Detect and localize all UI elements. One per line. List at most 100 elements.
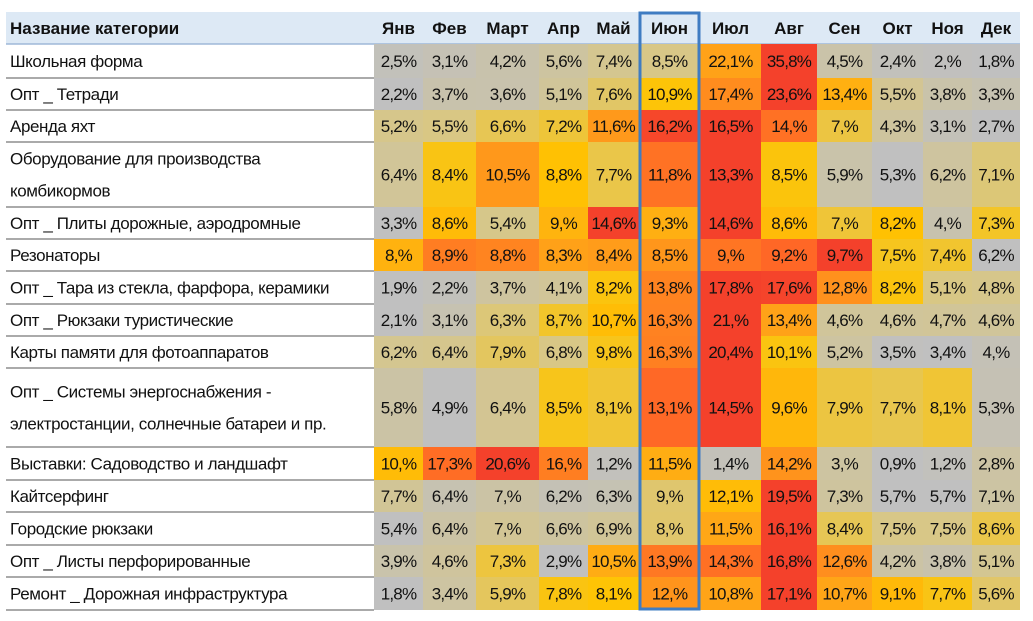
heatmap-cell bbox=[972, 480, 1020, 512]
cell-value: 2,2% bbox=[432, 279, 468, 298]
cell-value: 2,9% bbox=[546, 552, 582, 571]
heatmap-cell bbox=[539, 577, 588, 610]
cell-value: 9,% bbox=[656, 487, 684, 506]
cell-value: 11,8% bbox=[648, 166, 692, 185]
column-header-month: Сен bbox=[829, 19, 861, 38]
heatmap-cell bbox=[374, 110, 423, 142]
heatmap-cell bbox=[923, 44, 972, 78]
heatmap-cell bbox=[923, 447, 972, 480]
cell-value: 11,6% bbox=[592, 117, 636, 136]
heatmap-cell bbox=[872, 304, 923, 336]
heatmap-cell bbox=[923, 545, 972, 577]
cell-value: 10,5% bbox=[485, 166, 530, 185]
cell-value: 7,4% bbox=[930, 246, 966, 265]
row-category-name: Резонаторы bbox=[10, 246, 100, 265]
heatmap-cell bbox=[761, 512, 817, 545]
heatmap-cell bbox=[423, 142, 476, 207]
heatmap-cell bbox=[761, 142, 817, 207]
row-category-name: электростанции, солнечные батареи и пр. bbox=[10, 415, 326, 434]
heatmap-cell bbox=[700, 239, 761, 271]
cell-value: 8,% bbox=[656, 520, 684, 539]
cell-value: 3,3% bbox=[381, 214, 417, 233]
heatmap-cell bbox=[761, 577, 817, 610]
heatmap-cell bbox=[700, 271, 761, 304]
cell-value: 14,2% bbox=[767, 455, 812, 474]
heatmap-cell bbox=[700, 545, 761, 577]
cell-value: 7,6% bbox=[596, 85, 632, 104]
cell-value: 12,% bbox=[652, 585, 688, 604]
cell-value: 1,8% bbox=[381, 585, 417, 604]
heatmap-cell bbox=[972, 78, 1020, 110]
heatmap-cell bbox=[872, 512, 923, 545]
cell-value: 35,8% bbox=[767, 52, 812, 71]
heatmap-cell bbox=[872, 110, 923, 142]
heatmap-cell bbox=[700, 480, 761, 512]
heatmap-cell bbox=[374, 271, 423, 304]
heatmap-cell bbox=[423, 207, 476, 239]
cell-value: 13,1% bbox=[647, 399, 692, 418]
heatmap-cell bbox=[872, 271, 923, 304]
row-category-name: Городские рюкзаки bbox=[10, 520, 153, 539]
cell-value: 17,4% bbox=[708, 85, 753, 104]
heatmap-cell bbox=[476, 304, 539, 336]
heatmap-cell bbox=[639, 271, 700, 304]
cell-value: 7,3% bbox=[978, 214, 1014, 233]
cell-value: 14,% bbox=[771, 117, 807, 136]
heatmap-cell bbox=[817, 271, 872, 304]
cell-value: 20,6% bbox=[485, 455, 530, 474]
column-header-category: Название категории bbox=[10, 19, 179, 38]
heatmap-cell bbox=[588, 304, 639, 336]
cell-value: 7,7% bbox=[880, 399, 916, 418]
heatmap-cell bbox=[374, 577, 423, 610]
cell-value: 20,4% bbox=[708, 343, 753, 362]
heatmap-cell bbox=[423, 110, 476, 142]
heatmap-cell bbox=[923, 336, 972, 368]
cell-value: 4,2% bbox=[880, 552, 916, 571]
heatmap-cell bbox=[972, 368, 1020, 447]
heatmap-cell bbox=[374, 142, 423, 207]
heatmap-cell bbox=[588, 447, 639, 480]
cell-value: 8,5% bbox=[652, 246, 688, 265]
cell-value: 1,9% bbox=[381, 279, 417, 298]
cell-value: 3,7% bbox=[490, 279, 526, 298]
heatmap-cell bbox=[476, 110, 539, 142]
cell-value: 4,6% bbox=[978, 311, 1014, 330]
cell-value: 6,2% bbox=[381, 343, 417, 362]
heatmap-cell bbox=[588, 110, 639, 142]
heatmap-cell bbox=[374, 368, 423, 447]
cell-value: 6,4% bbox=[432, 487, 468, 506]
cell-value: 8,4% bbox=[432, 166, 468, 185]
cell-value: 9,% bbox=[717, 246, 745, 265]
heatmap-cell bbox=[539, 447, 588, 480]
heatmap-cell bbox=[374, 480, 423, 512]
row-category-name: Выставки: Садоводство и ландшафт bbox=[10, 455, 288, 474]
heatmap-cell bbox=[539, 480, 588, 512]
cell-value: 8,6% bbox=[771, 214, 807, 233]
heatmap-cell bbox=[374, 304, 423, 336]
cell-value: 5,6% bbox=[546, 52, 582, 71]
header-background bbox=[6, 12, 1020, 44]
cell-value: 4,% bbox=[934, 214, 962, 233]
cell-value: 0,9% bbox=[880, 455, 916, 474]
heatmap-cell bbox=[539, 110, 588, 142]
cell-value: 8,8% bbox=[546, 166, 582, 185]
heatmap-cell bbox=[761, 110, 817, 142]
heatmap-cell bbox=[761, 78, 817, 110]
heatmap-cell bbox=[761, 207, 817, 239]
cell-value: 8,2% bbox=[596, 279, 632, 298]
heatmap-cell bbox=[817, 480, 872, 512]
cell-value: 4,5% bbox=[827, 52, 863, 71]
heatmap-cell bbox=[539, 271, 588, 304]
cell-value: 8,5% bbox=[546, 399, 582, 418]
cell-value: 4,9% bbox=[432, 399, 468, 418]
cell-value: 8,5% bbox=[771, 166, 807, 185]
cell-value: 7,4% bbox=[596, 52, 632, 71]
heatmap-cell bbox=[639, 577, 700, 610]
cell-value: 6,6% bbox=[490, 117, 526, 136]
cell-value: 7,% bbox=[494, 487, 522, 506]
cell-value: 3,3% bbox=[978, 85, 1014, 104]
highlighted-column-frame bbox=[638, 11, 701, 611]
column-header-month: Окт bbox=[882, 19, 912, 38]
cell-value: 2,7% bbox=[978, 117, 1014, 136]
heatmap-cell bbox=[588, 78, 639, 110]
